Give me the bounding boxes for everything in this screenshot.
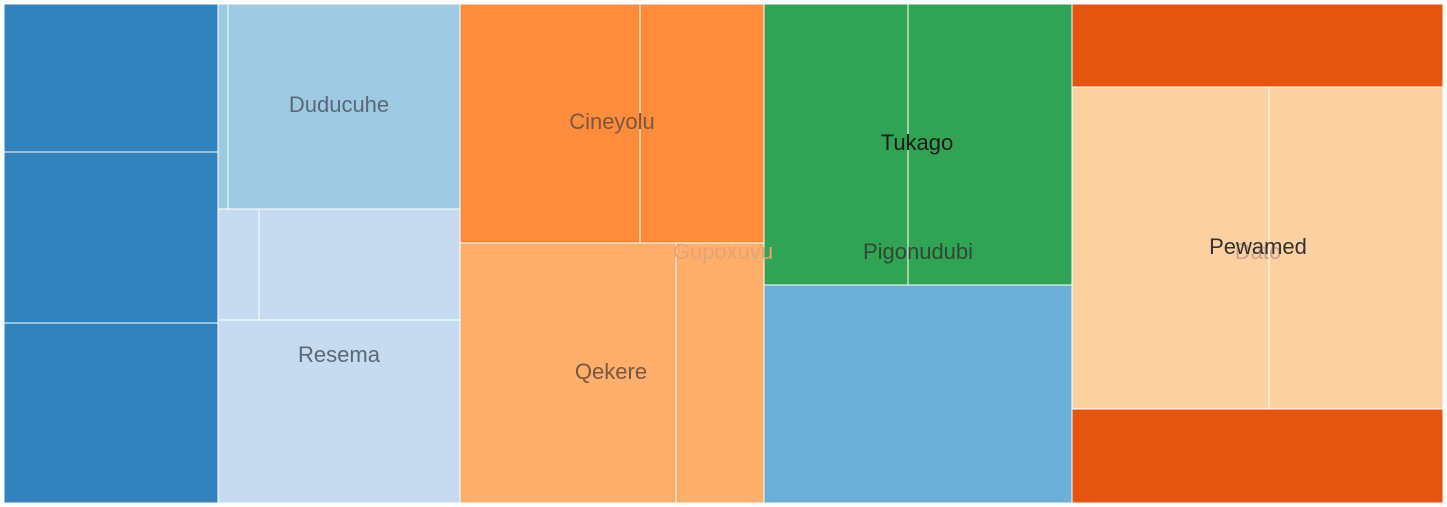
treemap-cell-tukago-right	[907, 3, 1073, 286]
treemap-label-pigonudubi: Pigonudubi	[863, 239, 973, 264]
treemap-cell-pigonudubi-blue	[763, 284, 1073, 504]
treemap-cell-qekere-left	[459, 242, 677, 504]
treemap-label-dato: Dato	[1235, 239, 1281, 264]
treemap-label-pewamed: Pewamed	[1209, 234, 1307, 259]
treemap-cell-resema-small	[217, 208, 260, 321]
treemap-cell-orange-bottom	[1071, 408, 1444, 504]
treemap-cell-cineyolu-left	[459, 3, 641, 244]
treemap-labels: Duducuhe Resema Cineyolu Qekere Gupoxuvu Tuka…	[289, 92, 1307, 384]
treemap-label-cineyolu: Cineyolu	[569, 109, 655, 134]
treemap-label-qekere: Qekere	[575, 359, 647, 384]
treemap-cells	[3, 3, 1444, 504]
treemap-cell-blue-a1	[3, 3, 219, 153]
treemap-cell-orange-top	[1071, 3, 1444, 88]
treemap-label-gupoxuvu: Gupoxuvu	[673, 239, 773, 264]
treemap-cell-duducuhe	[227, 3, 461, 210]
treemap-cell-resema	[217, 319, 461, 504]
treemap-cell-qekere-right	[675, 242, 765, 504]
treemap-label-resema: Resema	[298, 342, 381, 367]
treemap-cell-resema-mid	[258, 208, 461, 321]
treemap-label-duducuhe: Duducuhe	[289, 92, 389, 117]
treemap-cell-tukago-left	[763, 3, 909, 286]
treemap-cell-pewamed-right	[1268, 86, 1444, 410]
treemap-cell-cineyolu-right	[639, 3, 765, 244]
treemap-cell-blue-a2	[3, 151, 219, 324]
treemap-label-tukago: Tukago	[881, 130, 954, 155]
treemap-cell-duducuhe-sliver	[217, 3, 229, 210]
treemap-cell-blue-a3	[3, 322, 219, 504]
